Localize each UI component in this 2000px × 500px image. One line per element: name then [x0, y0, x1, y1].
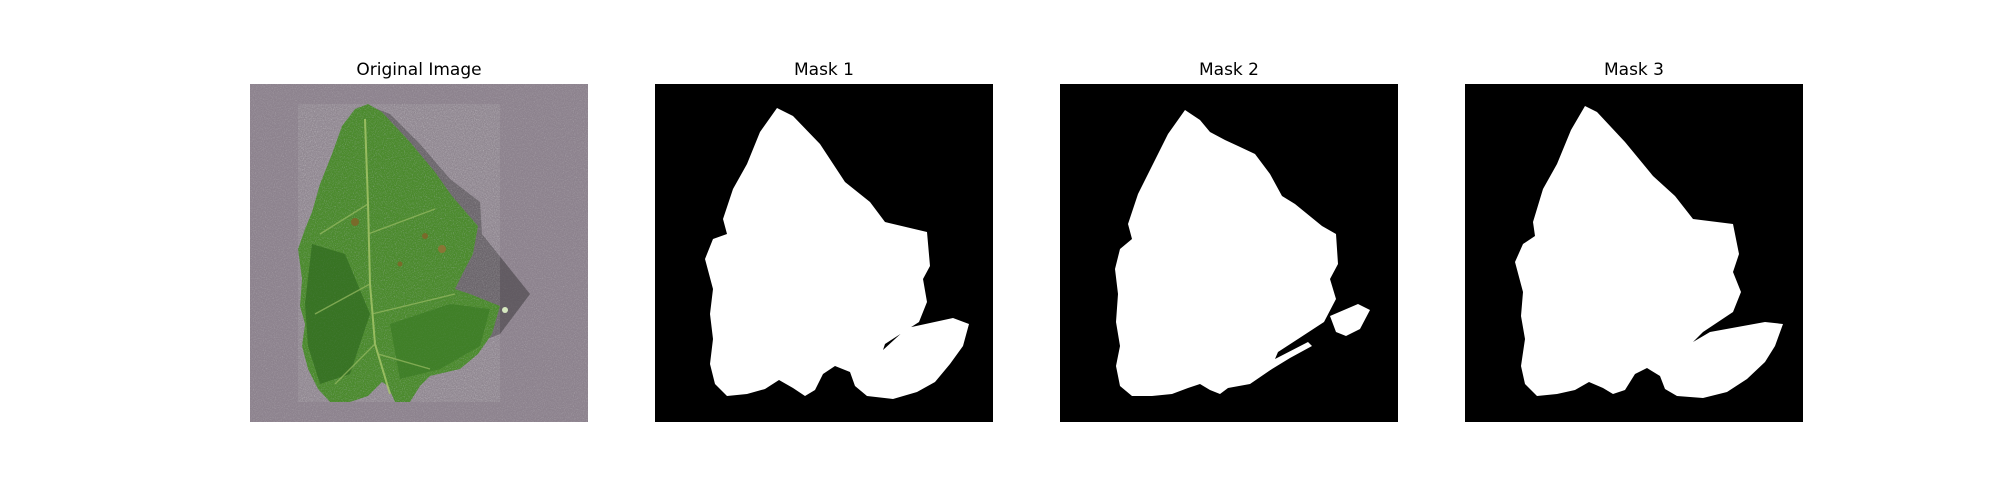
mask-3-image	[1465, 84, 1803, 422]
panel-mask-2: Mask 2	[1060, 60, 1398, 422]
panel-mask-1: Mask 1	[655, 60, 993, 422]
panel-mask-3: Mask 3	[1465, 60, 1803, 422]
mask-1-image	[655, 84, 993, 422]
panel-original-image: Original Image	[250, 60, 588, 422]
panel-title: Mask 1	[793, 60, 854, 80]
panel-title: Mask 3	[1603, 60, 1664, 80]
panel-title: Original Image	[356, 60, 482, 80]
panel-title: Mask 2	[1198, 60, 1259, 80]
original-leaf-image	[250, 84, 588, 422]
mask-2-image	[1060, 84, 1398, 422]
